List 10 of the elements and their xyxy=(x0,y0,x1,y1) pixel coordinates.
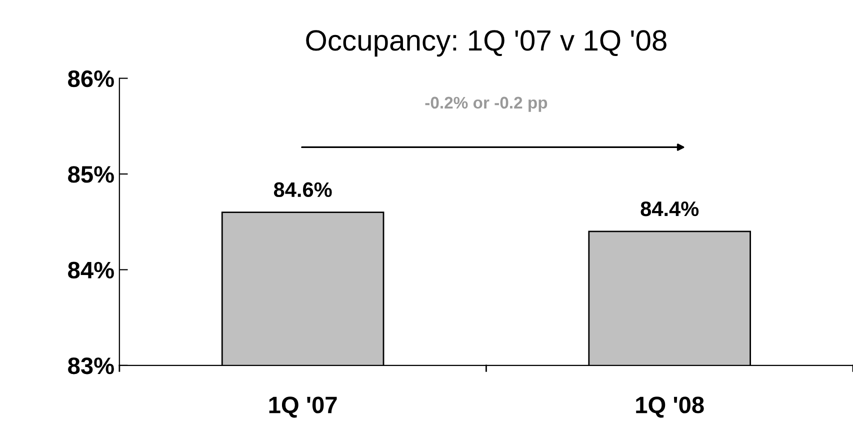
data-label: 84.6% xyxy=(274,182,332,198)
chart-title: Occupancy: 1Q '07 v 1Q '08 xyxy=(306,30,666,57)
y-tick-label: 84% xyxy=(68,262,114,278)
y-tick-label: 86% xyxy=(68,70,114,88)
y-tick-label: 85% xyxy=(68,166,114,183)
annotation: -0.2% or -0.2 pp xyxy=(425,96,548,112)
data-label: 84.4% xyxy=(640,201,699,216)
x-tick-label: 1Q '07 xyxy=(269,396,337,418)
y-tick-label: 83% xyxy=(68,357,114,374)
x-tick-label: 1Q '08 xyxy=(636,396,704,418)
